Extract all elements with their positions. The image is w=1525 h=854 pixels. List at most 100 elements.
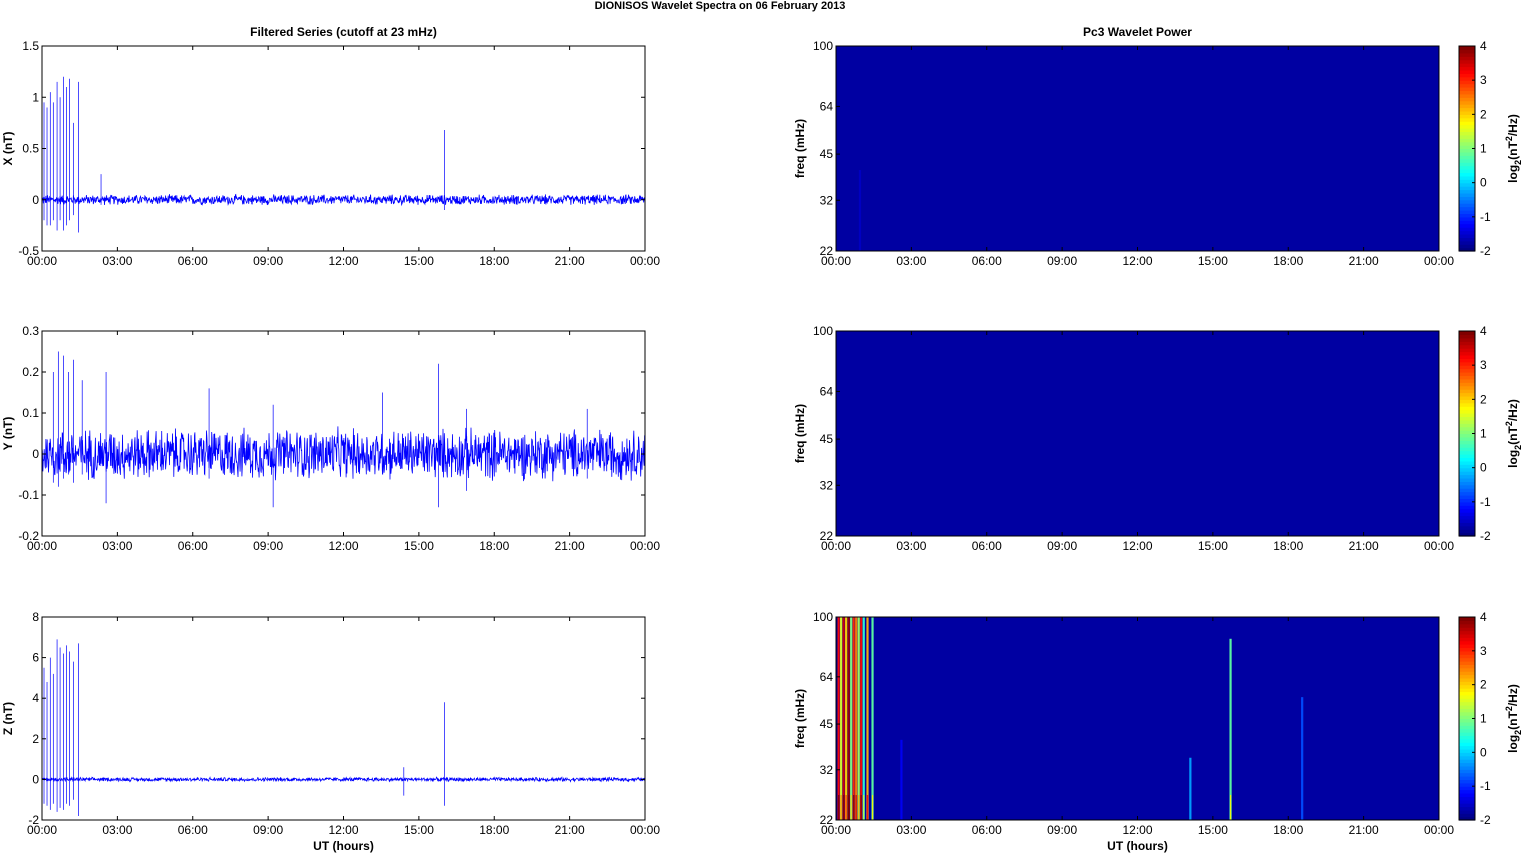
colorbar-label: log2(nT2/Hz) (1504, 684, 1523, 753)
colorbar-swatch (1459, 512, 1475, 517)
colorbar-swatch (1459, 704, 1475, 709)
x-tick-label: 15:00 (1198, 823, 1228, 837)
colorbar-tick-label: -1 (1480, 495, 1491, 509)
y-tick-label: 22 (820, 813, 834, 827)
colorbar-swatch (1459, 52, 1475, 57)
colorbar-swatch (1459, 640, 1475, 645)
noise-trace (42, 426, 645, 482)
heatmap-burst (871, 617, 874, 820)
colorbar-swatch (1459, 789, 1475, 794)
plot-area (42, 351, 645, 508)
colorbar-swatch (1459, 782, 1475, 787)
y-tick-label: 32 (820, 193, 834, 207)
colorbar-swatch (1459, 742, 1475, 747)
colorbar-swatch (1459, 460, 1475, 465)
colorbar-swatch (1459, 755, 1475, 760)
colorbar-swatch (1459, 430, 1475, 435)
heatmap-burst (866, 617, 869, 820)
colorbar-swatch (1459, 227, 1475, 232)
colorbar-tick-label: -2 (1480, 529, 1491, 543)
colorbar-swatch (1459, 505, 1475, 510)
colorbar-tick-label: -2 (1480, 813, 1491, 827)
colorbar-swatch (1459, 337, 1475, 342)
colorbar-swatch (1459, 617, 1475, 621)
heatmap-burst (1229, 638, 1232, 820)
colorbar-swatch (1459, 664, 1475, 669)
colorbar-swatch (1459, 372, 1475, 377)
colorbar-label: log2(nT2/Hz) (1504, 399, 1523, 468)
y-tick-label: 32 (820, 763, 834, 777)
colorbar-swatch (1459, 471, 1475, 476)
colorbar-swatch (1459, 728, 1475, 733)
colorbar-swatch (1459, 117, 1475, 122)
colorbar-swatch (1459, 203, 1475, 208)
heatmap-burst-core (838, 795, 840, 820)
colorbar-swatch (1459, 73, 1475, 78)
colorbar-swatch (1459, 351, 1475, 356)
colorbar-swatch (1459, 175, 1475, 180)
colorbar-swatch (1459, 654, 1475, 659)
colorbar-swatch (1459, 361, 1475, 366)
x-tick-label: 12:00 (328, 539, 358, 553)
colorbar-swatch (1459, 80, 1475, 85)
x-tick-label: 03:00 (102, 254, 132, 268)
colorbar-swatch (1459, 436, 1475, 441)
colorbar-swatch (1459, 138, 1475, 143)
colorbar-swatch (1459, 213, 1475, 218)
x-tick-label: 06:00 (972, 254, 1002, 268)
y-tick-label: -0.2 (18, 529, 39, 543)
x-axis-label: UT (hours) (313, 839, 374, 853)
x-tick-label: 15:00 (404, 254, 434, 268)
colorbar-swatch (1459, 162, 1475, 167)
heatmap-burst-core (853, 795, 855, 820)
colorbar-swatch (1459, 779, 1475, 784)
colorbar-swatch (1459, 155, 1475, 160)
colorbar-swatch (1459, 402, 1475, 407)
colorbar-swatch (1459, 230, 1475, 235)
heatmap-burst-core (1229, 795, 1232, 820)
x-tick-label: 00:00 (821, 539, 851, 553)
colorbar-swatch (1459, 131, 1475, 136)
y-tick-label: 0 (32, 193, 39, 207)
colorbar-swatch (1459, 454, 1475, 459)
y-tick-label: 45 (820, 717, 834, 731)
colorbar-swatch (1459, 701, 1475, 706)
colorbar-tick-label: 4 (1480, 610, 1487, 624)
y-tick-label: 64 (820, 670, 834, 684)
heatmap-burst (850, 617, 853, 820)
colorbar-swatch (1459, 498, 1475, 503)
x-tick-label: 21:00 (555, 254, 585, 268)
heatmap-burst-core (855, 795, 857, 820)
time-series-panel: -2 0 2 4 6 8 Z (nT) 00:00 03:00 06:00 09:00 12:00 15… (1, 610, 660, 853)
x-tick-label: 06:00 (178, 823, 208, 837)
colorbar-tick-label: 0 (1480, 745, 1487, 759)
x-tick-label: 00:00 (630, 823, 660, 837)
colorbar-swatch (1459, 637, 1475, 642)
colorbar-swatch (1459, 172, 1475, 177)
y-tick-label: 0.3 (22, 324, 39, 338)
colorbar-swatch (1459, 179, 1475, 184)
colorbar-swatch (1459, 484, 1475, 489)
x-tick-label: 12:00 (1122, 823, 1152, 837)
colorbar-swatch (1459, 745, 1475, 750)
colorbar-swatch (1459, 192, 1475, 197)
colorbar-swatch (1459, 210, 1475, 215)
y-tick-label: 0 (32, 447, 39, 461)
colorbar-swatch (1459, 189, 1475, 194)
x-tick-label: 00:00 (1424, 254, 1454, 268)
heatmap-burst-core (850, 795, 852, 820)
colorbar-swatch (1459, 796, 1475, 801)
y-tick-label: 32 (820, 478, 834, 492)
y-tick-label: 0.2 (22, 365, 39, 379)
colorbar-swatch (1459, 762, 1475, 767)
colorbar-swatch (1459, 684, 1475, 689)
colorbar-swatch (1459, 735, 1475, 740)
x-tick-label: 06:00 (972, 823, 1002, 837)
colorbar-swatch (1459, 416, 1475, 421)
plot-area (42, 639, 645, 816)
colorbar-swatch (1459, 182, 1475, 187)
heatmap-burst (900, 739, 903, 820)
x-tick-label: 00:00 (821, 823, 851, 837)
y-tick-label: 64 (820, 384, 834, 398)
